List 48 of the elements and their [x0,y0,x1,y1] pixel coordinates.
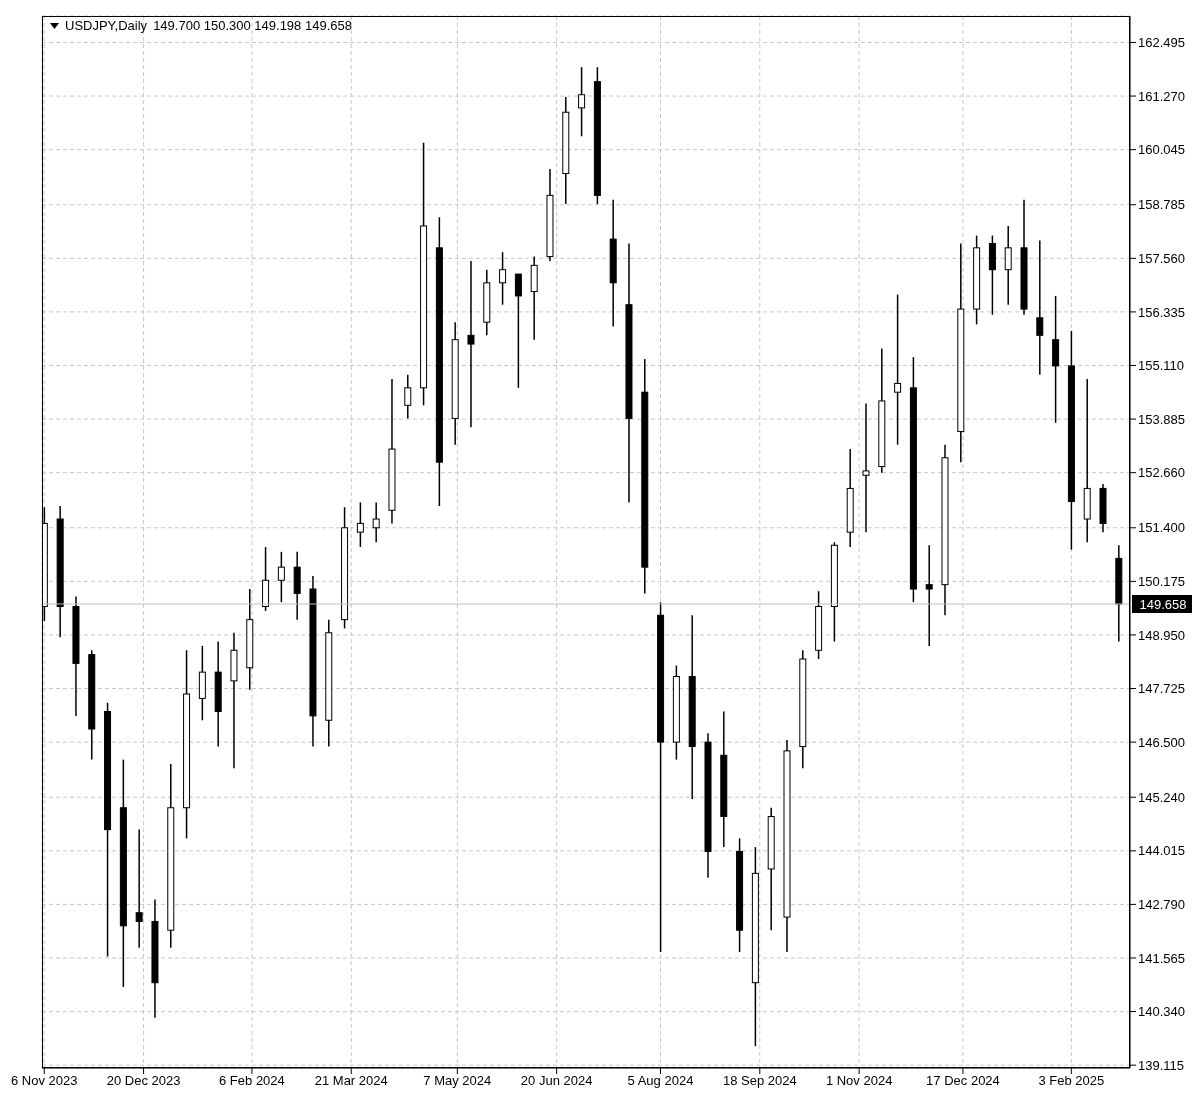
candlestick [372,501,380,543]
candlestick [356,501,364,548]
y-tick-label: 146.500 [1138,734,1185,750]
y-tick-label: 161.270 [1138,88,1185,104]
candlestick [1004,225,1012,306]
candlestick [499,251,507,306]
candlestick [578,66,586,138]
x-tick-label: 3 Feb 2025 [1038,1073,1105,1089]
candlestick [277,551,285,603]
candlestick [467,260,475,428]
candlestick [894,293,902,446]
candlestick [1036,239,1044,376]
x-tick-label: 6 Feb 2024 [219,1073,285,1089]
y-tick-label: 152.660 [1138,465,1185,481]
y-tick-label: 142.790 [1138,897,1185,913]
chart-title: USDJPY,Daily [65,18,148,33]
x-tick-label: 17 Dec 2024 [926,1073,1000,1089]
y-tick-label: 153.885 [1138,411,1185,427]
x-tick-label: 21 Mar 2024 [314,1073,388,1089]
x-tick-label: 18 Sep 2024 [722,1073,797,1089]
y-tick-label: 140.340 [1138,1004,1185,1020]
x-tick-label: 20 Jun 2024 [520,1073,593,1089]
y-tick-label: 147.725 [1138,681,1185,697]
x-tick-label: 5 Aug 2024 [627,1073,694,1089]
candlestick [925,544,933,647]
x-tick-label: 6 Nov 2023 [11,1073,78,1089]
y-tick-label: 150.175 [1138,573,1185,589]
y-tick-label: 158.785 [1138,197,1185,213]
ref-line-label: 149.658 [1139,596,1187,612]
candlestick [862,402,870,533]
candlestick [404,373,412,420]
x-tick-label: 7 May 2024 [423,1073,492,1089]
y-tick-label: 156.335 [1138,304,1185,320]
y-tick-label: 157.560 [1138,250,1185,266]
y-tick-label: 155.110 [1138,358,1185,374]
y-tick-label: 139.115 [1138,1057,1185,1073]
y-tick-label: 160.045 [1138,142,1185,158]
chart-subtitle: 149.700 150.300 149.198 149.658 [153,18,352,33]
x-tick-label: 1 Nov 2024 [825,1073,893,1089]
x-tick-label: 20 Dec 2023 [106,1073,181,1089]
candlestick [514,273,522,389]
y-tick-label: 151.400 [1138,520,1185,536]
y-tick-label: 144.015 [1138,843,1185,859]
y-tick-label: 148.950 [1138,627,1185,643]
candlestick [135,828,143,949]
y-tick-label: 162.495 [1138,35,1185,51]
y-tick-label: 141.565 [1138,950,1185,966]
y-tick-label: 145.240 [1138,789,1185,805]
